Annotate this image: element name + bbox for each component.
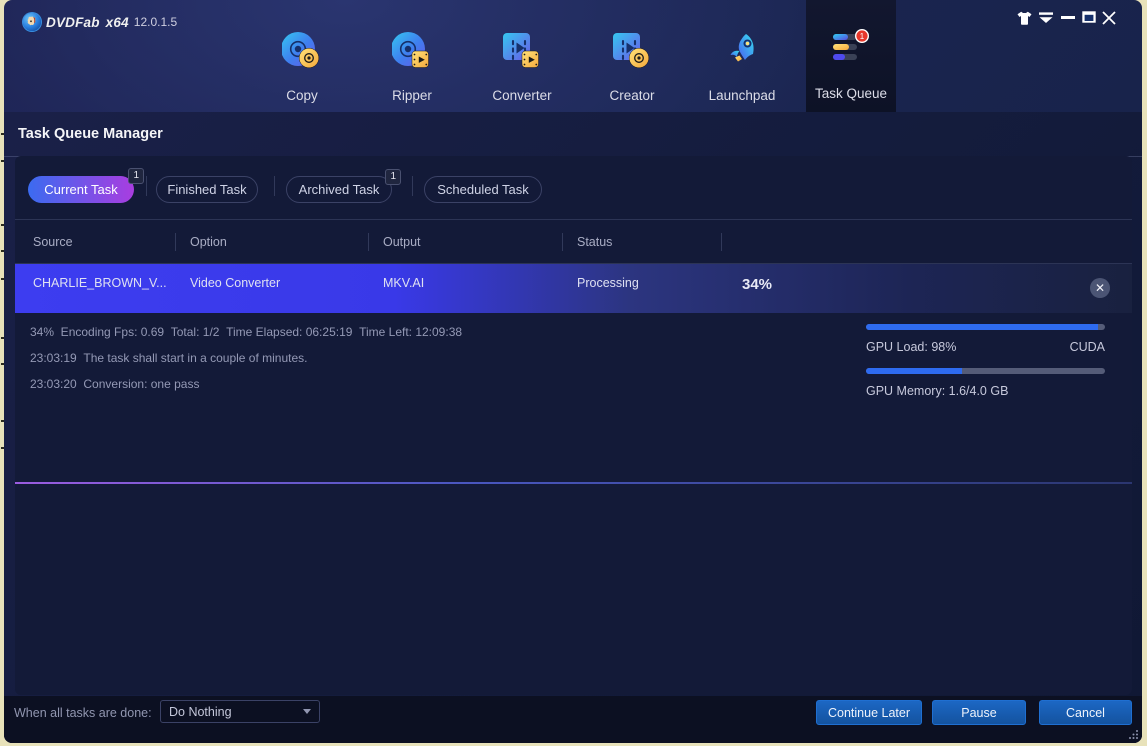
svg-text:1: 1 <box>860 32 865 41</box>
